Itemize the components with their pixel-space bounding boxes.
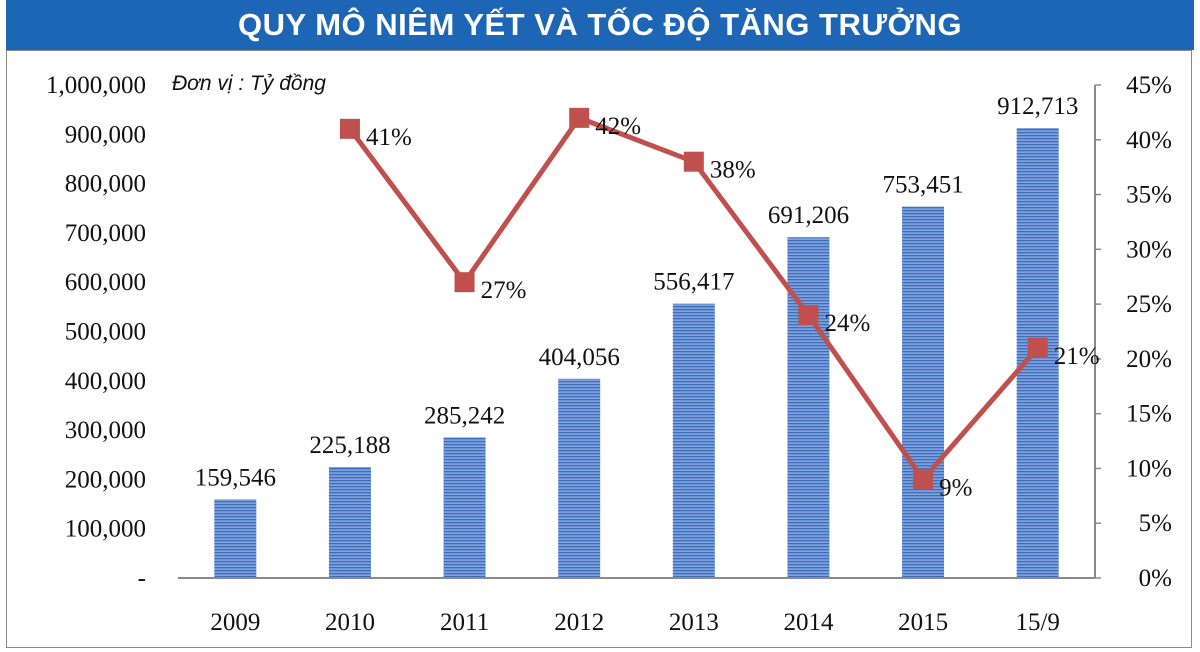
left-tick-label: 1,000,000 [46,72,146,99]
growth-value-label: 9% [939,474,972,501]
right-tick-label: 15% [1126,401,1172,428]
right-tick-label: 35% [1126,182,1172,209]
bar-value-label: 404,056 [539,344,620,371]
growth-value-label: 38% [710,157,756,184]
right-tick-label: 25% [1126,291,1172,318]
growth-point [454,272,475,293]
left-tick-label: 100,000 [65,516,146,543]
bar-value-label: 556,417 [653,269,734,296]
bar-value-label: 225,188 [309,432,390,459]
x-tick-label: 15/9 [1015,609,1059,636]
bar-value-label: 159,546 [195,464,276,491]
left-tick-label: 700,000 [65,220,146,247]
x-tick-label: 2014 [783,609,834,636]
growth-point [683,151,704,172]
left-tick-label: 200,000 [65,466,146,493]
data-labels: 159,546 225,188 285,242 404,056 556,417 691,2… [195,93,1100,501]
bar-value-label: 285,242 [424,402,505,429]
right-tick-label: 20% [1126,346,1172,373]
bar [672,303,715,578]
growth-point [798,305,819,326]
growth-value-label: 24% [824,310,870,337]
bar-value-label: 912,713 [997,93,1078,120]
growth-point [339,118,360,139]
right-tick-label: 45% [1126,72,1172,99]
bar-value-label: 691,206 [768,202,849,229]
bars [214,128,1059,579]
bar-value-label: 753,451 [882,172,963,199]
right-tick-label: 10% [1126,455,1172,482]
unit-note: Đơn vị : Tỷ đồng [172,72,326,95]
bar [558,378,601,578]
right-tick-label: 40% [1126,127,1172,154]
growth-point [1027,337,1048,358]
axes: - 100,000 200,000 300,000 400,000 500,000 600,… [46,72,1172,636]
right-tick-label: 30% [1126,236,1172,263]
left-tick-label: 800,000 [65,171,146,198]
x-tick-label: 2011 [440,609,489,636]
bar [443,437,486,578]
x-tick-label: 2012 [554,609,604,636]
bar [214,499,257,578]
left-tick-label: 400,000 [65,368,146,395]
x-tick-label: 2013 [669,609,719,636]
bar [787,237,830,578]
left-tick-label: 600,000 [65,269,146,296]
x-tick-label: 2015 [898,609,948,636]
bar [328,466,371,578]
growth-point [913,469,934,490]
left-tick-label: 300,000 [65,417,146,444]
chart-frame [6,50,1192,648]
chart-title: QUY MÔ NIÊM YẾT VÀ TỐC ĐỘ TĂNG TRƯỞNG [6,0,1194,50]
x-tick-label: 2010 [325,609,375,636]
right-tick-label: 5% [1139,510,1172,537]
growth-value-label: 41% [366,124,412,151]
bar [902,206,945,579]
growth-line [339,107,1048,490]
growth-value-label: 27% [481,277,527,304]
left-tick-label: - [138,565,146,592]
growth-value-label: 42% [595,113,641,140]
left-tick-label: 500,000 [65,319,146,346]
x-tick-label: 2009 [210,609,260,636]
right-tick-label: 0% [1139,565,1172,592]
growth-point [569,107,590,128]
growth-value-label: 21% [1054,343,1100,370]
left-tick-label: 900,000 [65,121,146,148]
